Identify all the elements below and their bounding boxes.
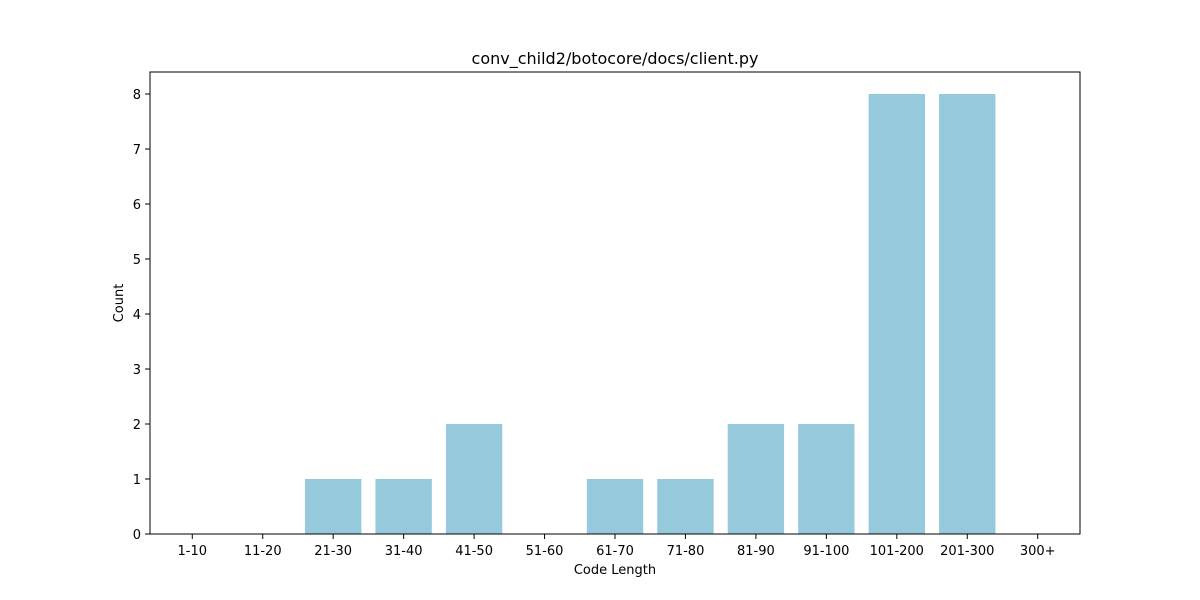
x-tick-label: 1-10	[178, 544, 208, 559]
bar-21-30	[305, 479, 362, 534]
x-tick-label: 41-50	[455, 544, 493, 559]
x-tick-label: 51-60	[526, 544, 564, 559]
x-tick-label: 31-40	[385, 544, 423, 559]
x-tick-label: 201-300	[940, 544, 994, 559]
bar-91-100	[798, 424, 855, 534]
bar-71-80	[657, 479, 714, 534]
x-tick-label: 71-80	[667, 544, 705, 559]
x-axis-label: Code Length	[574, 563, 656, 578]
bar-201-300	[939, 94, 996, 534]
bar-31-40	[375, 479, 432, 534]
plot-frame	[149, 71, 1081, 535]
y-tick-label: 7	[133, 143, 141, 158]
bars-group	[305, 94, 996, 534]
y-tick-label: 2	[133, 418, 141, 433]
y-tick-label: 6	[133, 198, 141, 213]
y-tick-label: 3	[133, 363, 141, 378]
x-tick-label: 11-20	[244, 544, 282, 559]
x-tick-label: 91-100	[803, 544, 849, 559]
y-tick-label: 5	[133, 253, 141, 268]
x-tick-label: 21-30	[314, 544, 352, 559]
y-axis-ticks: 0 1 2 3 4 5 6 7 8	[133, 88, 150, 543]
bar-41-50	[445, 424, 503, 534]
bar-61-70	[586, 479, 644, 534]
chart-title: conv_child2/botocore/docs/client.py	[472, 49, 759, 69]
bar-101-200	[868, 94, 925, 534]
x-tick-label: 81-90	[737, 544, 775, 559]
y-tick-label: 8	[133, 88, 141, 103]
y-tick-label: 1	[133, 473, 141, 488]
x-tick-label: 101-200	[870, 544, 924, 559]
bar-81-90	[727, 424, 785, 534]
x-tick-label: 61-70	[596, 544, 634, 559]
x-tick-label: 300+	[1020, 544, 1056, 559]
x-axis-ticks: 1-10 11-20 21-30 31-40 41-50 51-60 61-70 71-80 8…	[178, 534, 1056, 559]
y-axis-label: Count	[112, 284, 127, 323]
y-tick-label: 0	[133, 528, 141, 543]
y-tick-label: 4	[133, 308, 141, 323]
